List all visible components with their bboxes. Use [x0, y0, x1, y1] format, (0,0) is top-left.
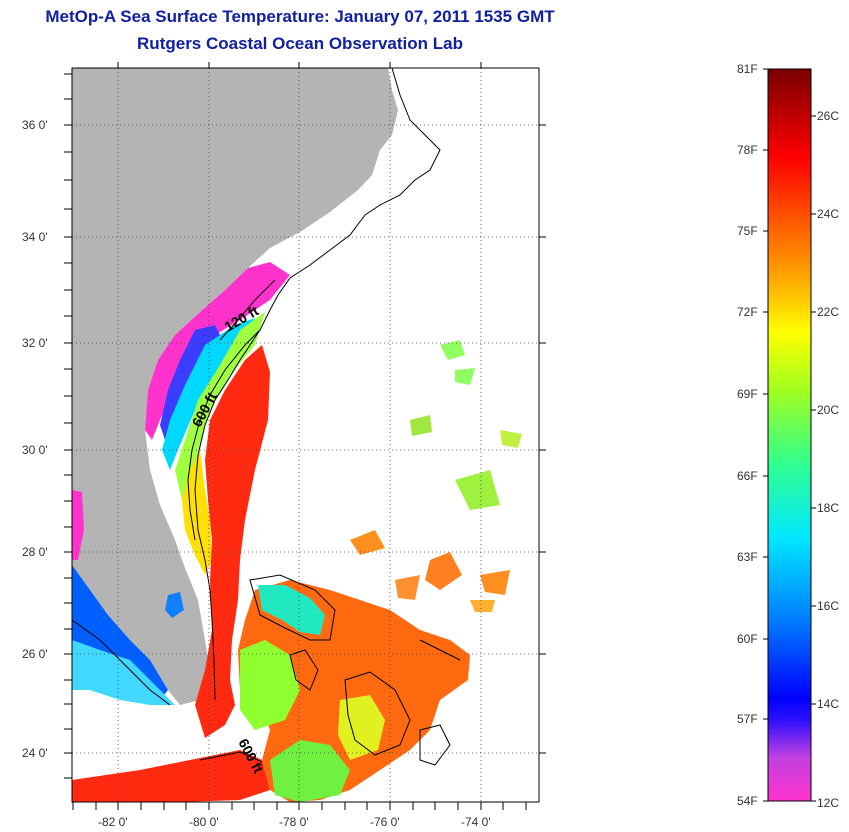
- lon-label: -76 0': [370, 815, 400, 829]
- colorbar-c-label: 26C: [817, 109, 839, 123]
- lon-label: -78 0': [279, 815, 309, 829]
- map-body: [72, 68, 539, 802]
- lat-label: 36 0': [22, 118, 48, 132]
- bahamas-green-patch: [240, 640, 300, 730]
- colorbar-f-label: 69F: [737, 387, 758, 401]
- cold-coastal-band: [145, 262, 290, 440]
- colorbar-f-label: 57F: [737, 712, 758, 726]
- gulf-stream-south: [72, 750, 270, 802]
- bathymetry-contours: [72, 68, 461, 766]
- latitude-labels: 36 0' 34 0' 32 0' 30 0' 28 0' 26 0' 24 0…: [22, 118, 48, 760]
- lat-label: 30 0': [22, 443, 48, 457]
- temperature-colorbar: 81F 78F 75F 72F 69F 66F 63F 60F 57F 54F …: [737, 62, 839, 810]
- colorbar-f-label: 54F: [737, 794, 758, 808]
- cay-yellow-patch: [338, 695, 385, 760]
- colorbar-c-label: 24C: [817, 207, 839, 221]
- lon-label: -80 0': [189, 815, 219, 829]
- colorbar-f-label: 66F: [737, 469, 758, 483]
- colorbar-f-label: 75F: [737, 224, 758, 238]
- colorbar-c-label: 16C: [817, 599, 839, 613]
- florida-blue-spot: [165, 592, 184, 618]
- lat-label: 26 0': [22, 647, 48, 661]
- axis-ticks: [64, 62, 546, 810]
- lat-label: 28 0': [22, 545, 48, 559]
- colorbar-f-label: 78F: [737, 143, 758, 157]
- colorbar-gradient: [767, 68, 812, 802]
- colorbar-f-label: 63F: [737, 550, 758, 564]
- offshore-speckles: [350, 340, 522, 612]
- lat-label: 24 0': [22, 746, 48, 760]
- longitude-labels: -82 0' -80 0' -78 0' -76 0' -74 0': [98, 815, 491, 829]
- mild-coastal-band: [175, 312, 265, 500]
- lon-label: -82 0': [98, 815, 128, 829]
- colorbar-c-label: 20C: [817, 403, 839, 417]
- colorbar-f-label: 72F: [737, 305, 758, 319]
- lat-label: 34 0': [22, 230, 48, 244]
- colorbar-c-label: 22C: [817, 305, 839, 319]
- land-mass: [72, 68, 398, 705]
- map-subtitle: Rutgers Coastal Ocean Observation Lab: [137, 34, 463, 53]
- colorbar-f-label: 81F: [737, 62, 758, 76]
- colorbar-c-label: 18C: [817, 501, 839, 515]
- bahamas-cool-patch: [258, 585, 325, 635]
- colorbar-f-label: 60F: [737, 632, 758, 646]
- map-frame: [71, 67, 540, 803]
- map-title: MetOp-A Sea Surface Temperature: January…: [45, 7, 555, 26]
- lon-label: -74 0': [461, 815, 491, 829]
- cay-green-patch: [270, 740, 350, 802]
- colorbar-c-label: 12C: [817, 796, 839, 810]
- gulf-stream: [195, 345, 270, 738]
- colorbar-c-label: 14C: [817, 697, 839, 711]
- lat-label: 32 0': [22, 336, 48, 350]
- gulf-magenta-water: [72, 490, 84, 560]
